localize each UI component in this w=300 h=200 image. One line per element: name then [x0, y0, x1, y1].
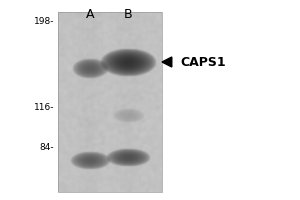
- Bar: [58, 12, 162, 192]
- Text: A: A: [86, 8, 94, 21]
- Polygon shape: [162, 57, 172, 67]
- Text: 116-: 116-: [34, 102, 54, 112]
- Text: B: B: [124, 8, 132, 21]
- Text: CAPS1: CAPS1: [180, 55, 226, 68]
- Text: 84-: 84-: [39, 144, 54, 152]
- Text: 198-: 198-: [34, 18, 54, 26]
